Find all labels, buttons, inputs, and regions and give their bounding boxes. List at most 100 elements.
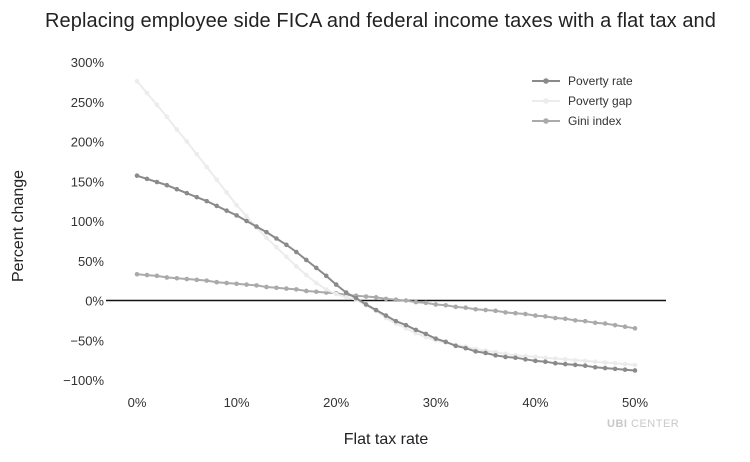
- data-point: [483, 307, 488, 313]
- data-point: [493, 308, 498, 314]
- data-point: [194, 151, 200, 157]
- data-point: [134, 173, 140, 178]
- series-gini-index: [134, 271, 638, 331]
- data-point: [304, 288, 309, 294]
- data-point: [602, 321, 608, 326]
- data-point: [333, 291, 339, 297]
- data-point: [164, 275, 170, 280]
- data-point: [632, 368, 638, 373]
- data-point: [284, 242, 289, 248]
- data-point: [383, 313, 389, 318]
- data-point: [204, 278, 210, 283]
- data-point: [284, 254, 289, 260]
- data-point: [264, 229, 269, 235]
- data-point: [134, 78, 140, 84]
- data-point: [443, 339, 449, 345]
- data-point: [632, 326, 638, 331]
- x-tick-label: 20%: [323, 395, 349, 410]
- data-point: [543, 359, 548, 365]
- series-layer: [134, 78, 638, 373]
- data-point: [433, 302, 439, 307]
- data-point: [144, 176, 150, 182]
- data-point: [313, 265, 319, 271]
- data-point: [622, 324, 628, 330]
- data-point: [294, 264, 299, 269]
- data-point: [413, 299, 419, 305]
- data-point: [154, 273, 160, 279]
- data-point: [204, 198, 210, 204]
- data-point: [154, 102, 160, 108]
- data-point: [204, 164, 210, 170]
- data-point: [582, 358, 588, 364]
- data-point: [294, 249, 299, 255]
- data-point: [582, 363, 588, 368]
- y-tick-label: 150%: [71, 174, 105, 189]
- data-point: [473, 349, 478, 354]
- y-tick-label: 250%: [71, 95, 105, 110]
- watermark-text: CENTER: [627, 418, 680, 430]
- data-point: [134, 271, 140, 277]
- data-point: [343, 295, 349, 300]
- data-point: [373, 307, 379, 313]
- data-point: [304, 257, 309, 263]
- y-axis-ticks: 300% 250% 200% 150% 100% 50% 0% −50% −100%: [63, 55, 104, 388]
- data-point: [214, 203, 219, 209]
- data-point: [234, 213, 239, 218]
- data-point: [174, 127, 180, 132]
- data-point: [274, 285, 279, 291]
- y-tick-label: 0%: [85, 294, 104, 309]
- x-tick-label: 30%: [423, 395, 449, 410]
- data-point: [244, 213, 249, 219]
- data-point: [144, 272, 150, 278]
- data-point: [174, 275, 180, 281]
- data-point: [433, 336, 439, 341]
- data-point: [383, 296, 389, 302]
- data-point: [313, 280, 319, 286]
- data-point: [453, 343, 459, 349]
- data-point: [194, 277, 200, 283]
- data-point: [224, 280, 229, 286]
- data-point: [353, 295, 359, 301]
- data-point: [164, 114, 170, 120]
- series-line: [136, 80, 636, 366]
- data-point: [592, 320, 598, 326]
- data-point: [184, 190, 190, 196]
- x-tick-label: 0%: [128, 395, 147, 410]
- data-point: [403, 322, 409, 328]
- data-point: [572, 362, 578, 368]
- data-point: [403, 298, 409, 303]
- data-point: [572, 318, 578, 323]
- data-point: [443, 302, 449, 308]
- data-point: [523, 311, 528, 317]
- data-point: [582, 318, 588, 324]
- data-point: [553, 315, 558, 321]
- legend-item: Gini index: [532, 114, 621, 128]
- data-point: [363, 302, 369, 307]
- y-tick-label: −100%: [63, 373, 104, 388]
- data-point: [254, 224, 259, 229]
- data-point: [612, 361, 618, 366]
- data-point: [622, 367, 628, 372]
- data-point: [562, 316, 568, 322]
- data-point: [533, 354, 538, 360]
- y-tick-label: 50%: [78, 254, 104, 269]
- data-point: [234, 202, 239, 208]
- data-point: [244, 218, 249, 224]
- data-point: [423, 300, 429, 306]
- data-point: [553, 356, 558, 361]
- data-point: [284, 286, 289, 291]
- data-point: [393, 297, 399, 303]
- data-point: [463, 305, 468, 310]
- legend-label: Poverty gap: [568, 94, 632, 108]
- x-axis-ticks: 0% 10% 20% 30% 40% 50%: [128, 395, 649, 410]
- data-point: [533, 358, 538, 364]
- data-point: [274, 244, 279, 250]
- data-point: [244, 282, 249, 287]
- watermark-bold-text: UBI: [607, 418, 628, 430]
- data-point: [313, 289, 319, 295]
- ubi-center-watermark: UBI CENTER: [607, 418, 679, 430]
- series-line: [136, 174, 636, 372]
- data-point: [602, 365, 608, 371]
- data-point: [503, 310, 508, 315]
